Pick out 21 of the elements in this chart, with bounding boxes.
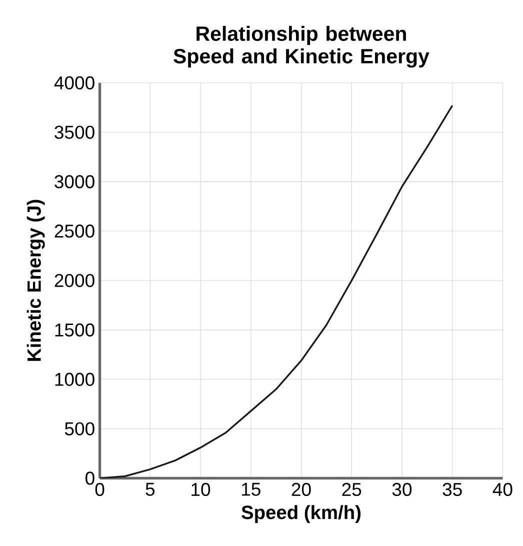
y-tick-label: 0 [85, 472, 94, 485]
y-tick-label: 3000 [54, 175, 94, 188]
x-axis-title: Speed (km/h) [241, 505, 360, 523]
y-tick-label: 1000 [55, 372, 94, 386]
x-tick-label: 5 [146, 482, 154, 496]
x-tick-label: 40 [492, 482, 512, 496]
x-tick-label: 30 [392, 482, 412, 496]
x-tick-label: 35 [442, 482, 462, 496]
x-tick-label: 10 [191, 482, 210, 496]
y-tick-label: 1500 [55, 323, 94, 337]
y-tick-label: 2000 [54, 274, 94, 288]
y-tick-label: 2500 [54, 224, 94, 238]
y-axis-title: Kinetic Energy (J) [26, 200, 45, 361]
y-tick-label: 4000 [54, 76, 94, 90]
x-tick-label: 20 [292, 482, 311, 496]
chart-title: Relationship between Speed and Kinetic Energy [173, 26, 430, 68]
y-tick-label: 500 [64, 422, 94, 436]
x-tick-label: 0 [95, 482, 104, 496]
x-tick-label: 25 [342, 482, 361, 496]
x-tick-label: 15 [242, 482, 260, 496]
y-tick-label: 3500 [54, 126, 94, 139]
